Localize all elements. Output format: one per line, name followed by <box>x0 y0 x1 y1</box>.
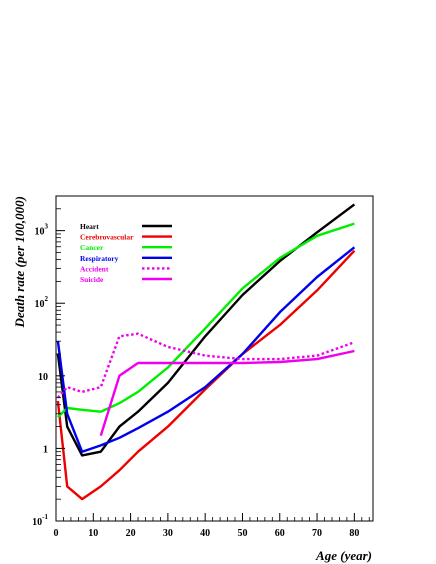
series-line-cancer <box>57 222 355 418</box>
series-layer <box>56 203 356 501</box>
x-tick-label: 0 <box>54 528 59 539</box>
x-axis: 0 10 20 30 40 50 60 70 80 <box>54 513 370 539</box>
x-axis-title: Age (year) <box>315 548 372 563</box>
series-line-suicide <box>99 349 355 436</box>
legend-label: Suicide <box>80 275 104 284</box>
y-tick-label: 10 <box>38 372 48 383</box>
legend-label: Heart <box>80 222 99 231</box>
x-tick-label: 20 <box>126 528 136 539</box>
series-line-heart <box>56 203 356 457</box>
y-axis-title: Death rate (per 100,000) <box>12 196 27 328</box>
x-tick-label: 80 <box>349 528 359 539</box>
y-tick-label: 102 <box>35 295 49 310</box>
x-tick-label: 40 <box>200 528 210 539</box>
x-tick-label: 50 <box>237 528 247 539</box>
legend-label: Accident <box>80 264 109 273</box>
x-tick-label: 30 <box>163 528 173 539</box>
series-line-respiratory <box>56 246 356 453</box>
x-tick-label: 60 <box>275 528 285 539</box>
legend-label: Respiratory <box>80 254 119 263</box>
x-tick-label: 70 <box>312 528 322 539</box>
plot-frame <box>55 195 374 522</box>
y-tick-label: 10-1 <box>32 513 48 528</box>
series-line-accident <box>56 332 355 399</box>
y-axis: 10-1 1 10 102 103 <box>32 195 65 528</box>
y-tick-label: 1 <box>43 444 48 455</box>
y-tick-label: 103 <box>35 223 49 238</box>
series-line-cerebrovascular <box>56 249 356 501</box>
legend-label: Cerebrovascular <box>80 233 134 242</box>
x-tick-label: 10 <box>88 528 98 539</box>
legend-label: Cancer <box>80 243 104 252</box>
